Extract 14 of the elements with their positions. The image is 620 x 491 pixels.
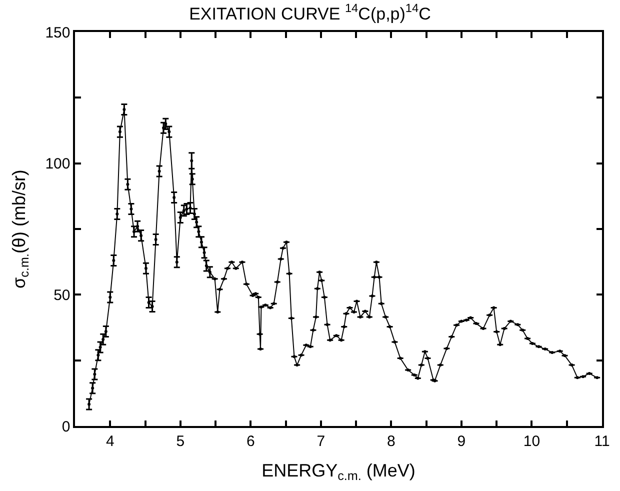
x-tick-label: 10 <box>523 432 540 450</box>
y-tick-label: 100 <box>45 156 70 173</box>
x-tick-label: 4 <box>106 432 114 450</box>
y-tick-label: 0 <box>62 418 70 436</box>
y-tick-label: 50 <box>54 286 70 304</box>
x-tick-label: 11 <box>594 432 610 450</box>
x-tick-label: 7 <box>316 432 326 450</box>
x-tick-label: 6 <box>246 432 255 450</box>
x-tick-label: 8 <box>387 432 396 450</box>
y-tick-label: 150 <box>45 24 70 42</box>
x-tick-label: 9 <box>457 432 466 450</box>
x-axis-title: ENERGY$_{c.m.}$ (MeV) <box>262 460 416 484</box>
chart-title: EXITATION CURVE $^{14}$C(p,p)$^{14}$C <box>189 1 431 24</box>
x-tick-label: 5 <box>176 432 185 450</box>
